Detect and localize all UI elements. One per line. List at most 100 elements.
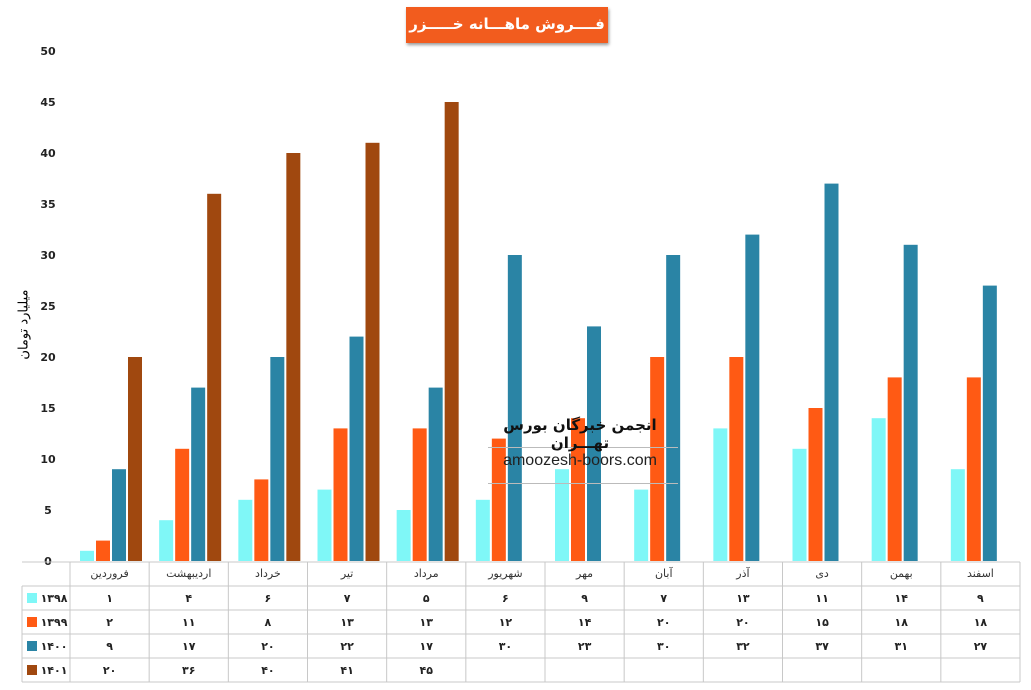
data-table-cell: ۳۲ bbox=[736, 640, 750, 653]
data-table-cell: ۴۱ bbox=[340, 664, 353, 677]
data-table-cell: ۱۱ bbox=[815, 592, 828, 605]
bar bbox=[191, 387, 206, 561]
data-table-cell: ۲۷ bbox=[974, 640, 988, 653]
x-tick-label: فروردین bbox=[90, 567, 128, 580]
legend-label: ۱۴۰۰ bbox=[41, 640, 68, 653]
bar bbox=[491, 438, 506, 561]
bar bbox=[412, 428, 427, 561]
legend-swatch bbox=[27, 665, 37, 675]
bar bbox=[475, 499, 490, 561]
bar bbox=[396, 510, 411, 561]
data-table-cell: ۷ bbox=[344, 592, 351, 605]
y-tick-label: 20 bbox=[40, 351, 56, 364]
bar bbox=[792, 448, 807, 561]
data-table-cell: ۷ bbox=[660, 592, 667, 605]
bar bbox=[555, 469, 569, 561]
bar bbox=[729, 357, 744, 561]
bar bbox=[824, 183, 839, 561]
data-table-cell: ۲۰ bbox=[657, 616, 670, 629]
data-table-cell: ۴ bbox=[185, 592, 192, 605]
data-table-cell: ۳۱ bbox=[895, 640, 908, 653]
bar bbox=[286, 153, 301, 561]
data-table-cell: ۱۲ bbox=[499, 616, 513, 629]
y-tick-label: 10 bbox=[40, 453, 56, 466]
bar bbox=[950, 469, 965, 561]
data-table-cell: ۱ bbox=[106, 592, 113, 605]
x-tick-label: دی bbox=[815, 567, 829, 580]
data-table-cell: ۱۸ bbox=[895, 616, 909, 629]
y-tick-label: 15 bbox=[40, 402, 55, 415]
legend-swatch bbox=[27, 593, 37, 603]
bar bbox=[128, 357, 142, 561]
data-table-cell: ۳۰ bbox=[657, 640, 670, 653]
x-tick-label: خرداد bbox=[255, 567, 281, 580]
y-tick-label: 35 bbox=[40, 198, 55, 211]
x-tick-label: آبان bbox=[655, 566, 673, 580]
x-tick-label: بهمن bbox=[890, 567, 913, 580]
data-table-cell: ۲ bbox=[106, 616, 113, 629]
data-table-cell: ۳۰ bbox=[499, 640, 512, 653]
bar bbox=[428, 387, 443, 561]
bar bbox=[903, 244, 918, 562]
bar bbox=[650, 357, 665, 561]
y-tick-label: 45 bbox=[40, 96, 55, 109]
data-table-cell: ۱۸ bbox=[974, 616, 988, 629]
y-tick-label: 30 bbox=[40, 249, 56, 262]
data-table-cell: ۲۰ bbox=[261, 640, 274, 653]
bar bbox=[349, 336, 364, 561]
data-table-cell: ۱۳ bbox=[420, 616, 434, 629]
bar bbox=[966, 377, 981, 561]
data-table-cell: ۲۰ bbox=[103, 664, 116, 677]
watermark-title: انجمن خبرگان بورس تهـــران bbox=[503, 416, 657, 452]
bar bbox=[871, 418, 886, 561]
x-tick-label: اسفند bbox=[967, 567, 994, 580]
data-table-cell: ۱۵ bbox=[815, 616, 829, 629]
bar bbox=[571, 418, 585, 561]
data-table-cell: ۱۳ bbox=[736, 592, 750, 605]
x-tick-label: شهریور bbox=[487, 567, 522, 580]
data-table-cell: ۲۳ bbox=[578, 640, 592, 653]
data-table-cell: ۱۱ bbox=[182, 616, 195, 629]
bar bbox=[808, 408, 823, 561]
bar bbox=[254, 479, 269, 561]
x-tick-label: آذر bbox=[735, 566, 750, 580]
bar bbox=[587, 326, 601, 561]
bar bbox=[982, 285, 997, 561]
data-table-cell: ۶ bbox=[265, 592, 272, 605]
y-tick-label: 50 bbox=[40, 45, 56, 58]
data-table-cell: ۹ bbox=[581, 592, 588, 605]
watermark-url: amoozesh-boors.com bbox=[503, 452, 657, 469]
bar bbox=[634, 489, 649, 561]
chart-title: فــــروش ماهـــانه خـــــزر bbox=[406, 7, 608, 43]
bar bbox=[96, 540, 110, 561]
data-table-cell: ۳۷ bbox=[815, 640, 829, 653]
bar bbox=[175, 448, 190, 561]
data-table-cell: ۱۴ bbox=[895, 592, 909, 605]
bar bbox=[80, 550, 94, 561]
legend-swatch bbox=[27, 617, 37, 627]
data-table-cell: ۴۵ bbox=[420, 664, 434, 677]
watermark-divider-bottom bbox=[488, 483, 678, 484]
bar bbox=[887, 377, 902, 561]
bar bbox=[238, 499, 253, 561]
data-table-cell: ۵ bbox=[423, 592, 430, 605]
data-table-cell: ۹ bbox=[977, 592, 984, 605]
bar bbox=[745, 234, 760, 561]
data-table-cell: ۱۷ bbox=[182, 640, 196, 653]
bar bbox=[207, 193, 222, 562]
bar bbox=[713, 428, 728, 561]
bar bbox=[333, 428, 348, 561]
y-tick-label: 5 bbox=[44, 504, 52, 517]
data-table-cell: ۳۶ bbox=[182, 664, 195, 677]
data-table-cell: ۸ bbox=[265, 616, 272, 629]
bar bbox=[444, 102, 459, 561]
legend-label: ۱۳۹۸ bbox=[41, 592, 68, 605]
bar bbox=[507, 255, 522, 561]
legend-swatch bbox=[27, 641, 37, 651]
x-tick-label: اردیبهشت bbox=[166, 567, 211, 580]
bar bbox=[666, 255, 681, 561]
x-tick-label: تیر bbox=[340, 567, 353, 580]
y-tick-label: 40 bbox=[40, 147, 56, 160]
x-tick-label: مهر bbox=[575, 567, 593, 580]
